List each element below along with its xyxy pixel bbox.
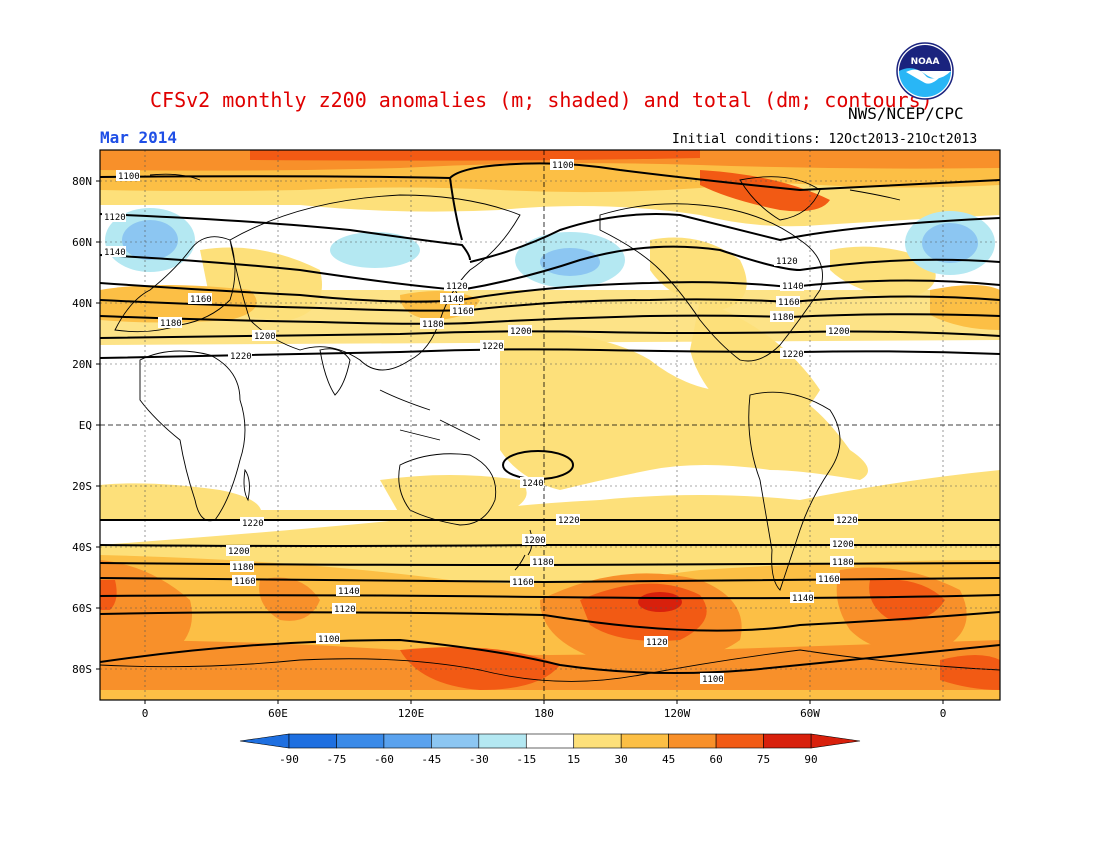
contour-label: 1220 [558,516,580,526]
contour-label: 1240 [522,479,544,489]
lat-label: 60S [72,602,92,615]
axis-ticks [96,180,944,704]
contour-label: 1160 [778,298,800,308]
colorbar-tick-label: 30 [615,753,628,766]
reference-lines [100,150,1000,700]
colorbar-cell [668,733,717,749]
contour-label: 1100 [702,675,724,685]
lat-label: 80S [72,663,92,676]
contour-label: 1180 [232,563,254,573]
lon-label: 60E [268,707,288,720]
contour-label: 1220 [836,516,858,526]
lat-label: 60N [72,236,92,249]
contour-label: 1220 [782,350,804,360]
svg-text:NOAA: NOAA [911,57,940,67]
lon-label: 0 [142,707,149,720]
contour-label: 1220 [230,352,252,362]
colorbar-cell [383,733,432,749]
colorbar: -90 -75 -60 -45 -30 -15 15 30 45 60 75 90 [239,733,861,766]
colorbar-cell [763,733,812,749]
contour-label: 1200 [524,536,546,546]
contour-label: 1200 [228,547,250,557]
colorbar-arrow-low [239,733,290,749]
contour-label: 1200 [510,327,532,337]
contour-label: 1120 [776,257,798,267]
colorbar-arrow-high [810,733,861,749]
contour-label: 1120 [446,282,468,292]
colorbar-cell [478,733,527,749]
lat-label: EQ [79,419,92,432]
contour-label: 1180 [832,558,854,568]
lat-label: 20S [72,480,92,493]
longitude-axis: 0 60E 120E 180 120W 60W 0 [142,707,947,720]
contour-label: 1160 [234,577,256,587]
colorbar-tick-label: 75 [757,753,770,766]
colorbar-tick-label: -45 [421,753,441,766]
map-title: CFSv2 monthly z200 anomalies (m; shaded)… [150,88,933,112]
contour-label: 1140 [104,248,126,258]
contour-label-group: 1100 1100 1120 1140 1120 1140 1160 1180 … [102,159,858,685]
contour-label: 1220 [242,519,264,529]
contour-label: 1140 [792,594,814,604]
contour-label: 1180 [772,313,794,323]
contour-label: 1100 [318,635,340,645]
colorbar-tick-label: -15 [516,753,536,766]
colorbar-cell [620,733,669,749]
colorbar-tick-label: 15 [567,753,580,766]
colorbar-cell [336,733,385,749]
colorbar-tick-label: -75 [327,753,347,766]
lon-label: 60W [800,707,820,720]
initial-conditions-label: Initial conditions: 12Oct2013-21Oct2013 [672,132,978,147]
contour-label: 1200 [832,540,854,550]
noaa-logo-icon: NOAA [896,42,954,100]
lat-label: 80N [72,175,92,188]
contour-label: 1120 [646,638,668,648]
contour-label: 1180 [422,320,444,330]
valid-month-label: Mar 2014 [100,128,178,147]
lon-label: 120W [664,707,691,720]
contour-label: 1140 [782,282,804,292]
contour-label: 1100 [118,172,140,182]
contour-label: 1100 [552,161,574,171]
lat-label: 40S [72,541,92,554]
contour-label: 1200 [828,327,850,337]
colorbar-tick-label: 45 [662,753,675,766]
contour-label: 1120 [104,213,126,223]
colorbar-tick-label: -90 [279,753,299,766]
contour-label: 1180 [160,319,182,329]
colorbar-cell [715,733,764,749]
contour-label: 1160 [512,578,534,588]
latitude-axis: 80N 60N 40N 20N EQ 20S 40S 60S 80S [72,175,92,676]
lon-label: 0 [940,707,947,720]
contour-label: 1140 [338,587,360,597]
contour-label: 1180 [532,558,554,568]
colorbar-tick-label: -60 [374,753,394,766]
contour-label: 1160 [190,295,212,305]
contour-label: 1220 [482,342,504,352]
contour-label: 1200 [254,332,276,342]
colorbar-tick-label: -30 [469,753,489,766]
lon-label: 180 [534,707,554,720]
colorbar-tick-label: 60 [709,753,722,766]
colorbar-cell [573,733,622,749]
contour-label: 1160 [452,307,474,317]
colorbar-tick-label: 90 [804,753,817,766]
lon-label: 120E [398,707,425,720]
contour-label: 1140 [442,295,464,305]
contour-label: 1160 [818,575,840,585]
agency-label: NWS/NCEP/CPC [848,104,964,123]
colorbar-cell [288,733,337,749]
colorbar-cell [525,733,575,749]
anomaly-shading [100,150,1000,700]
lat-label: 20N [72,358,92,371]
lat-label: 40N [72,297,92,310]
contour-label: 1120 [334,605,356,615]
colorbar-cell [431,733,480,749]
